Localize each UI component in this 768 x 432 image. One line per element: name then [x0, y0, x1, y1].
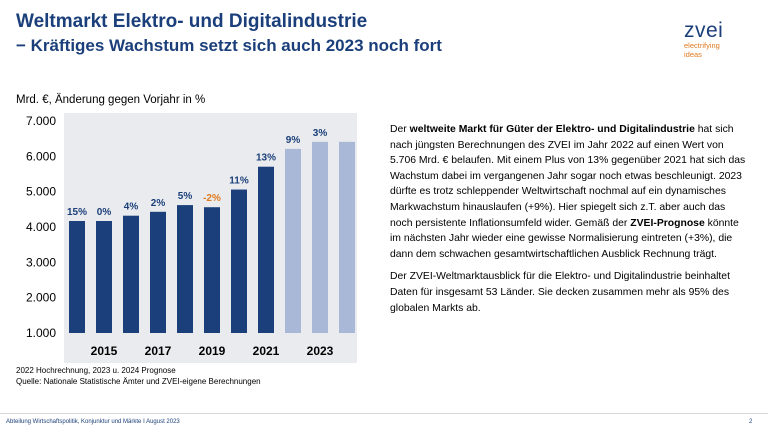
bar-2021 [258, 166, 274, 333]
chart-note: 2022 Hochrechnung, 2023 u. 2024 Prognose [16, 366, 176, 375]
text-run: hat sich nach jüngsten Berechnungen des … [390, 124, 746, 229]
y-tick-label: 4.000 [26, 220, 56, 234]
commentary-paragraph-2: Der ZVEI-Weltmarktausblick für die Elekt… [390, 271, 730, 314]
footer-text: Abteilung Wirtschaftspolitik, Konjunktur… [6, 419, 180, 425]
commentary-paragraph-1: Der weltweite Markt für Güter der Elektr… [390, 122, 750, 262]
x-tick-label: 2015 [91, 344, 118, 358]
text-bold-run: weltweite Markt für Güter der Elektro- u… [409, 124, 695, 135]
y-tick-label: 5.000 [26, 185, 56, 199]
text-bold-run: ZVEI-Prognose [630, 217, 705, 229]
data-label-2020: 11% [229, 176, 249, 187]
y-tick-label: 7.000 [26, 114, 56, 128]
data-label-2015: 0% [97, 207, 112, 218]
logo-tagline-1: electrifying [684, 41, 720, 50]
page-number: 2 [749, 419, 753, 425]
y-tick-label: 2.000 [26, 291, 56, 305]
bar-2022 [285, 148, 301, 333]
y-tick-label: 3.000 [26, 255, 56, 269]
logo-tagline-2: ideas [684, 50, 702, 59]
data-label-2021: 13% [256, 153, 276, 164]
bar-2017 [150, 211, 166, 333]
chart-y-unit-label: Mrd. €, Änderung gegen Vorjahr in % [16, 94, 206, 106]
data-label-2019: -2% [203, 193, 221, 204]
data-label-2018: 5% [178, 191, 193, 202]
bar-2023 [312, 141, 328, 333]
text-run: Der [390, 124, 410, 135]
bar-2024 [339, 141, 355, 333]
bar-2020 [231, 189, 247, 333]
commentary-text: Der weltweite Markt für Güter der Elektr… [390, 122, 750, 323]
data-label-2016: 4% [124, 202, 139, 213]
data-label-2014: 15% [67, 207, 87, 218]
page-title: Weltmarkt Elektro- und Digitalindustrie [16, 11, 368, 32]
data-label-2023: 3% [313, 128, 328, 139]
bar-2015 [96, 220, 112, 333]
logo-wordmark: zvei [684, 19, 724, 42]
bar-2016 [123, 215, 139, 333]
chart-source: Quelle: Nationale Statistische Ämter und… [16, 377, 261, 386]
x-tick-label: 2021 [253, 344, 280, 358]
bar-2018 [177, 205, 193, 333]
y-tick-label: 6.000 [26, 149, 56, 163]
data-label-2017: 2% [151, 198, 166, 209]
page-subtitle: − Kräftiges Wachstum setzt sich auch 202… [16, 36, 442, 55]
x-tick-label: 2017 [145, 344, 172, 358]
x-tick-label: 2023 [307, 344, 334, 358]
x-tick-label: 2019 [199, 344, 226, 358]
y-tick-label: 1.000 [26, 326, 56, 340]
bar-2019 [204, 207, 220, 333]
zvei-logo: zvei electrifying ideas [684, 20, 754, 59]
data-label-2022: 9% [286, 135, 301, 146]
text-run: könnte im nächsten Jahr wieder eine gewi… [390, 217, 739, 260]
footer-divider [0, 413, 768, 414]
bar-2014 [69, 220, 85, 333]
